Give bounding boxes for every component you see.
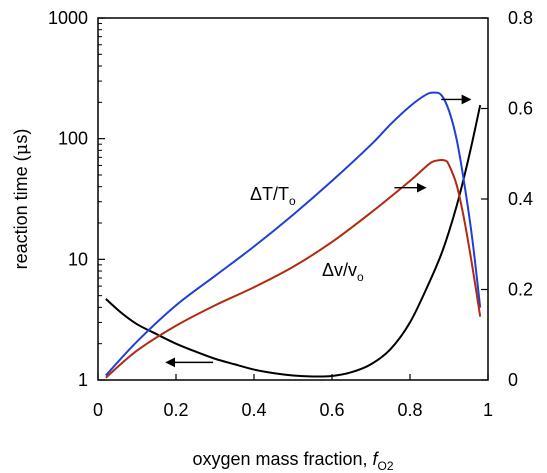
y-right-tick-label: 0.2 — [508, 280, 533, 300]
y-right-tick-label: 0.4 — [508, 189, 533, 209]
y-left-axis-title: reaction time (μs) — [11, 129, 32, 270]
x-tick-label: 0.6 — [319, 400, 344, 420]
x-tick-label: 0.8 — [397, 400, 422, 420]
y-right-tick-label: 0 — [508, 370, 518, 390]
y-left-tick-label: 100 — [58, 129, 88, 149]
y-left-tick-label: 1000 — [48, 8, 88, 28]
series-line-reaction_time — [105, 104, 482, 378]
y-right-tick-label: 0.6 — [508, 99, 533, 119]
x-tick-label: 0.4 — [241, 400, 266, 420]
annotation-dT-over-To: ΔT/To — [250, 184, 296, 208]
y-right-tick-label: 0.8 — [508, 8, 533, 28]
x-tick-label: 1 — [483, 400, 493, 420]
annotation-dv-over-vo: Δv/vo — [322, 260, 364, 284]
x-tick-label: 0 — [93, 400, 103, 420]
y-right-axis-ticks: 0 0.2 0.4 0.6 0.8 — [481, 8, 533, 390]
x-axis-ticks: 0 0.2 0.4 0.6 0.8 1 — [93, 374, 493, 420]
y-left-tick-label: 10 — [68, 249, 88, 269]
y-left-axis-ticks: 1 10 100 1000 — [48, 8, 105, 390]
arrow-layer — [165, 94, 472, 368]
x-tick-label: 0.2 — [163, 400, 188, 420]
series-line-dT_over_To — [105, 91, 482, 377]
x-axis-title: oxygen mass fraction, fO2 — [192, 449, 393, 473]
y-left-tick-label: 1 — [78, 370, 88, 390]
series-line-dv_over_vo — [105, 159, 482, 379]
series-layer — [105, 91, 482, 379]
